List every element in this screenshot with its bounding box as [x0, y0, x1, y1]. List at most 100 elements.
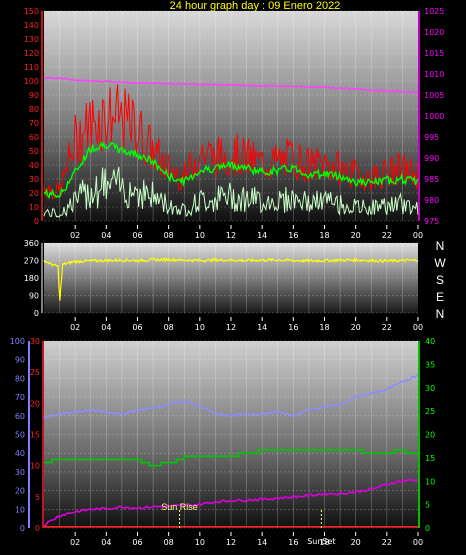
temperature-tick-label: 25	[30, 368, 40, 377]
sunset-label: SunSet	[307, 537, 335, 546]
humidity-tick-label: 50	[15, 431, 25, 440]
left-tick-label: 110	[24, 63, 39, 72]
green-tick-label: 20	[425, 431, 435, 440]
left-tick-label: 130	[24, 35, 39, 44]
temperature-series	[44, 449, 418, 467]
direction-tick-label: 0	[34, 309, 39, 318]
right-tick-label: 990	[424, 154, 439, 163]
green-tick-label: 15	[425, 454, 435, 463]
temperature-tick-label: 5	[35, 493, 40, 502]
x-tick-label: 06	[132, 231, 142, 240]
humidity-temperature-plot: Sun Rise SunSet	[43, 374, 419, 546]
humidity-tick-label: 60	[15, 412, 25, 421]
humidity-tick-label: 0	[20, 524, 25, 533]
humidity-tick-label: 30	[15, 468, 25, 477]
humidity-tick-label: 20	[15, 487, 25, 496]
x-tick-label: 22	[382, 323, 392, 332]
x-tick-label: 14	[257, 323, 267, 332]
compass-label: S	[436, 273, 444, 287]
x-tick-label: 16	[288, 323, 298, 332]
left-tick-label: 30	[29, 175, 39, 184]
grid-direction	[44, 242, 418, 314]
left-tick-label: 70	[29, 119, 39, 128]
green-tick-label: 25	[425, 407, 435, 416]
wind-direction-series	[43, 256, 419, 301]
humidity-tick-label: 10	[15, 505, 25, 514]
x-tick-label: 06	[132, 538, 142, 547]
left-tick-label: 90	[29, 91, 39, 100]
right-tick-label: 980	[424, 196, 439, 205]
x-tick-label: 02	[70, 323, 80, 332]
humidity-series	[43, 374, 419, 419]
humidity-tick-label: 40	[15, 449, 25, 458]
x-tick-label: 20	[351, 323, 361, 332]
grid-humidity	[44, 340, 418, 529]
wind-average-series	[43, 141, 419, 200]
direction-tick-label: 270	[24, 257, 39, 266]
humidity-tick-label: 70	[15, 393, 25, 402]
direction-tick-label: 180	[24, 274, 39, 283]
left-tick-label: 40	[29, 161, 39, 170]
right-tick-label: 1000	[424, 112, 444, 121]
compass-label: N	[436, 239, 445, 253]
wind-pressure-axes: 1501401301201101009080706050403020100102…	[24, 7, 445, 240]
humidity-tick-label: 80	[15, 374, 25, 383]
left-tick-label: 0	[34, 217, 39, 226]
x-tick-label: 18	[319, 538, 329, 547]
x-tick-label: 02	[70, 538, 80, 547]
humidity-tick-label: 90	[15, 356, 25, 365]
x-tick-label: 10	[195, 231, 205, 240]
temperature-tick-label: 15	[30, 431, 40, 440]
plot-area-wind	[44, 11, 418, 221]
chart-title: 24 hour graph day : 09 Enero 2022	[170, 0, 341, 12]
compass-label: N	[436, 307, 445, 321]
green-tick-label: 35	[425, 360, 435, 369]
left-tick-label: 10	[29, 203, 39, 212]
green-tick-label: 40	[425, 337, 435, 346]
dewpoint-series	[43, 478, 419, 527]
x-tick-label: 12	[226, 231, 236, 240]
right-tick-label: 975	[424, 217, 439, 226]
green-tick-label: 5	[425, 501, 430, 510]
right-tick-label: 995	[424, 133, 439, 142]
direction-plot	[43, 256, 419, 301]
x-tick-label: 10	[195, 323, 205, 332]
green-tick-label: 30	[425, 384, 435, 393]
x-tick-label: 16	[288, 231, 298, 240]
x-tick-label: 18	[319, 323, 329, 332]
left-tick-label: 50	[29, 147, 39, 156]
humidity-tick-label: 100	[10, 337, 25, 346]
x-tick-label: 00	[413, 323, 423, 332]
right-tick-label: 1010	[424, 70, 444, 79]
x-tick-label: 22	[382, 538, 392, 547]
right-tick-label: 985	[424, 175, 439, 184]
left-tick-label: 20	[29, 189, 39, 198]
x-tick-label: 02	[70, 231, 80, 240]
direction-tick-label: 90	[29, 292, 39, 301]
x-tick-label: 08	[164, 323, 174, 332]
temperature-tick-label: 30	[30, 337, 40, 346]
grid-wind	[44, 10, 418, 222]
direction-tick-label: 360	[24, 239, 39, 248]
x-tick-label: 08	[164, 231, 174, 240]
x-tick-label: 20	[351, 231, 361, 240]
left-tick-label: 150	[24, 7, 39, 16]
temperature-tick-label: 20	[30, 399, 40, 408]
x-tick-label: 20	[351, 538, 361, 547]
x-tick-label: 06	[132, 323, 142, 332]
x-tick-label: 22	[382, 231, 392, 240]
plot-area-humidity	[44, 341, 418, 528]
left-tick-label: 80	[29, 105, 39, 114]
right-tick-label: 1025	[424, 7, 444, 16]
plot-area-direction	[44, 243, 418, 313]
wind-min-series	[43, 166, 419, 218]
sunrise-label: Sun Rise	[161, 502, 198, 512]
right-tick-label: 1005	[424, 91, 444, 100]
wind-pressure-plot	[43, 76, 419, 218]
left-tick-label: 120	[24, 49, 39, 58]
x-tick-label: 18	[319, 231, 329, 240]
x-tick-label: 12	[226, 323, 236, 332]
pressure-series	[43, 76, 418, 94]
